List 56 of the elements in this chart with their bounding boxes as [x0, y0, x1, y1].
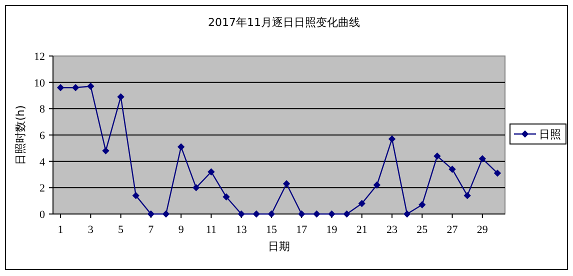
- point: [177, 143, 185, 150]
- x-tick-label: 29: [476, 224, 488, 236]
- point: [448, 166, 456, 173]
- point: [313, 210, 320, 218]
- x-tick-label: 27: [446, 224, 458, 236]
- x-tick-label: 21: [356, 224, 368, 236]
- y-tick-label: 12: [34, 51, 45, 63]
- y-tick-label: 6: [40, 130, 46, 142]
- point: [282, 180, 290, 188]
- point: [403, 210, 411, 218]
- x-tick-label: 17: [296, 224, 308, 236]
- point: [434, 152, 441, 160]
- point: [464, 192, 471, 200]
- y-axis-title: 日照时数(h): [14, 105, 27, 165]
- point: [328, 210, 336, 218]
- chart-title: 2017年11月逐日日照变化曲线: [208, 16, 360, 29]
- point: [494, 170, 502, 177]
- point: [102, 147, 110, 154]
- point: [358, 200, 366, 208]
- point: [418, 201, 426, 208]
- y-tick-label: 0: [40, 209, 46, 221]
- point: [87, 82, 94, 90]
- point: [56, 84, 64, 92]
- point: [252, 210, 260, 218]
- x-tick-label: 5: [118, 224, 124, 236]
- point: [72, 84, 80, 92]
- x-tick-label: 23: [386, 224, 398, 236]
- x-tick-label: 19: [326, 224, 338, 236]
- point: [238, 210, 245, 218]
- legend-label: 日照: [539, 128, 561, 141]
- x-tick-label: 9: [178, 224, 184, 236]
- point: [298, 210, 306, 218]
- point: [208, 168, 215, 176]
- point: [192, 184, 200, 192]
- y-tick-label: 10: [34, 77, 46, 90]
- point: [147, 210, 155, 218]
- point: [343, 210, 350, 218]
- point: [373, 181, 381, 189]
- point: [222, 193, 230, 200]
- point: [268, 210, 276, 218]
- point: [478, 155, 486, 162]
- x-tick-label: 1: [58, 224, 64, 236]
- point: [117, 93, 124, 100]
- x-tick-label: 11: [206, 224, 216, 236]
- point: [162, 210, 170, 218]
- x-tick-label: 25: [416, 224, 428, 236]
- y-tick-label: 8: [40, 104, 46, 116]
- x-tick-label: 15: [266, 224, 278, 236]
- y-tick-label: 2: [40, 182, 45, 195]
- x-tick-label: 7: [148, 224, 154, 236]
- x-axis-title: 日期: [268, 240, 290, 253]
- point: [132, 192, 140, 200]
- x-tick-label: 3: [88, 224, 94, 236]
- point: [388, 135, 396, 143]
- x-tick-label: 13: [236, 224, 248, 236]
- y-tick-label: 4: [40, 156, 46, 168]
